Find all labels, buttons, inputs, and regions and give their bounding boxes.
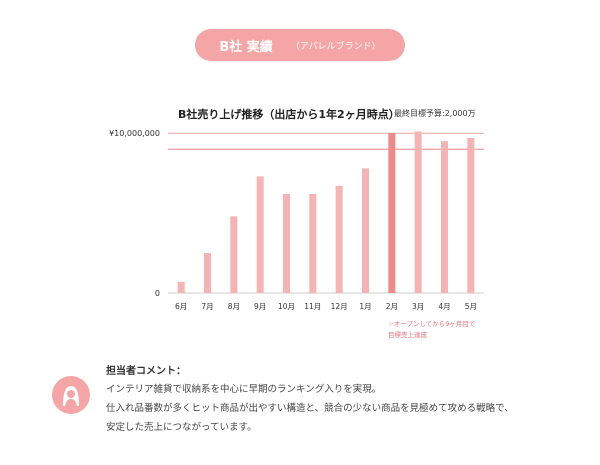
- bar: [256, 176, 264, 293]
- bar: [362, 168, 369, 293]
- chart-title: B社売り上げ推移（出店から1年2ヶ月時点）: [178, 108, 400, 121]
- bar: [467, 137, 475, 293]
- budget-label: 最終目標予算:2,000万: [394, 109, 476, 118]
- bar: [414, 131, 422, 293]
- x-tick-label: 12月: [331, 302, 348, 311]
- bar: [204, 253, 211, 293]
- comment-line-2: 仕入れ品番数が多くヒット商品が出やすい構造と、競合の少ない商品を見極めて攻める戦…: [106, 403, 514, 414]
- section-subtitle: （アパレルブランド）: [290, 41, 381, 52]
- person-icon: [52, 376, 90, 414]
- x-tick-label: 2月: [386, 302, 398, 311]
- annotation-line-2: 目標売上達成: [388, 331, 427, 339]
- bar: [441, 141, 448, 293]
- x-tick-label: 10月: [278, 302, 295, 311]
- section-badge: B社 実績 （アパレルブランド）: [195, 29, 405, 61]
- x-tick-label: 5月: [465, 302, 477, 311]
- bar: [335, 185, 343, 293]
- y-tick-label: ¥10,000,000: [109, 129, 160, 138]
- x-tick-label: 8月: [228, 302, 240, 311]
- bar: [388, 133, 396, 293]
- chart-annotation: ☆オープンしてから9ヶ月目で 目標売上達成: [388, 319, 475, 341]
- comment-line-1: インテリア雑貨で収納系を中心に早期のランキング入りを実現。: [106, 384, 382, 395]
- section-title: B社 実績: [219, 39, 273, 55]
- x-tick-label: 3月: [412, 302, 424, 311]
- comment-line-3: 安定した売上につながっています。: [106, 422, 257, 433]
- y-tick-label: 0: [155, 289, 160, 298]
- bar: [309, 193, 317, 293]
- annotation-line-1: ☆オープンしてから9ヶ月目で: [388, 320, 476, 328]
- x-tick-label: 7月: [201, 302, 213, 311]
- comment-heading: 担当者コメント：: [106, 366, 186, 377]
- x-tick-label: 6月: [175, 302, 187, 311]
- x-tick-label: 11月: [304, 302, 321, 311]
- x-tick-label: 9月: [254, 302, 266, 311]
- bar: [177, 281, 185, 293]
- x-tick-label: 1月: [359, 302, 371, 311]
- bar: [230, 216, 238, 293]
- bar: [283, 193, 290, 293]
- x-tick-label: 4月: [438, 302, 450, 311]
